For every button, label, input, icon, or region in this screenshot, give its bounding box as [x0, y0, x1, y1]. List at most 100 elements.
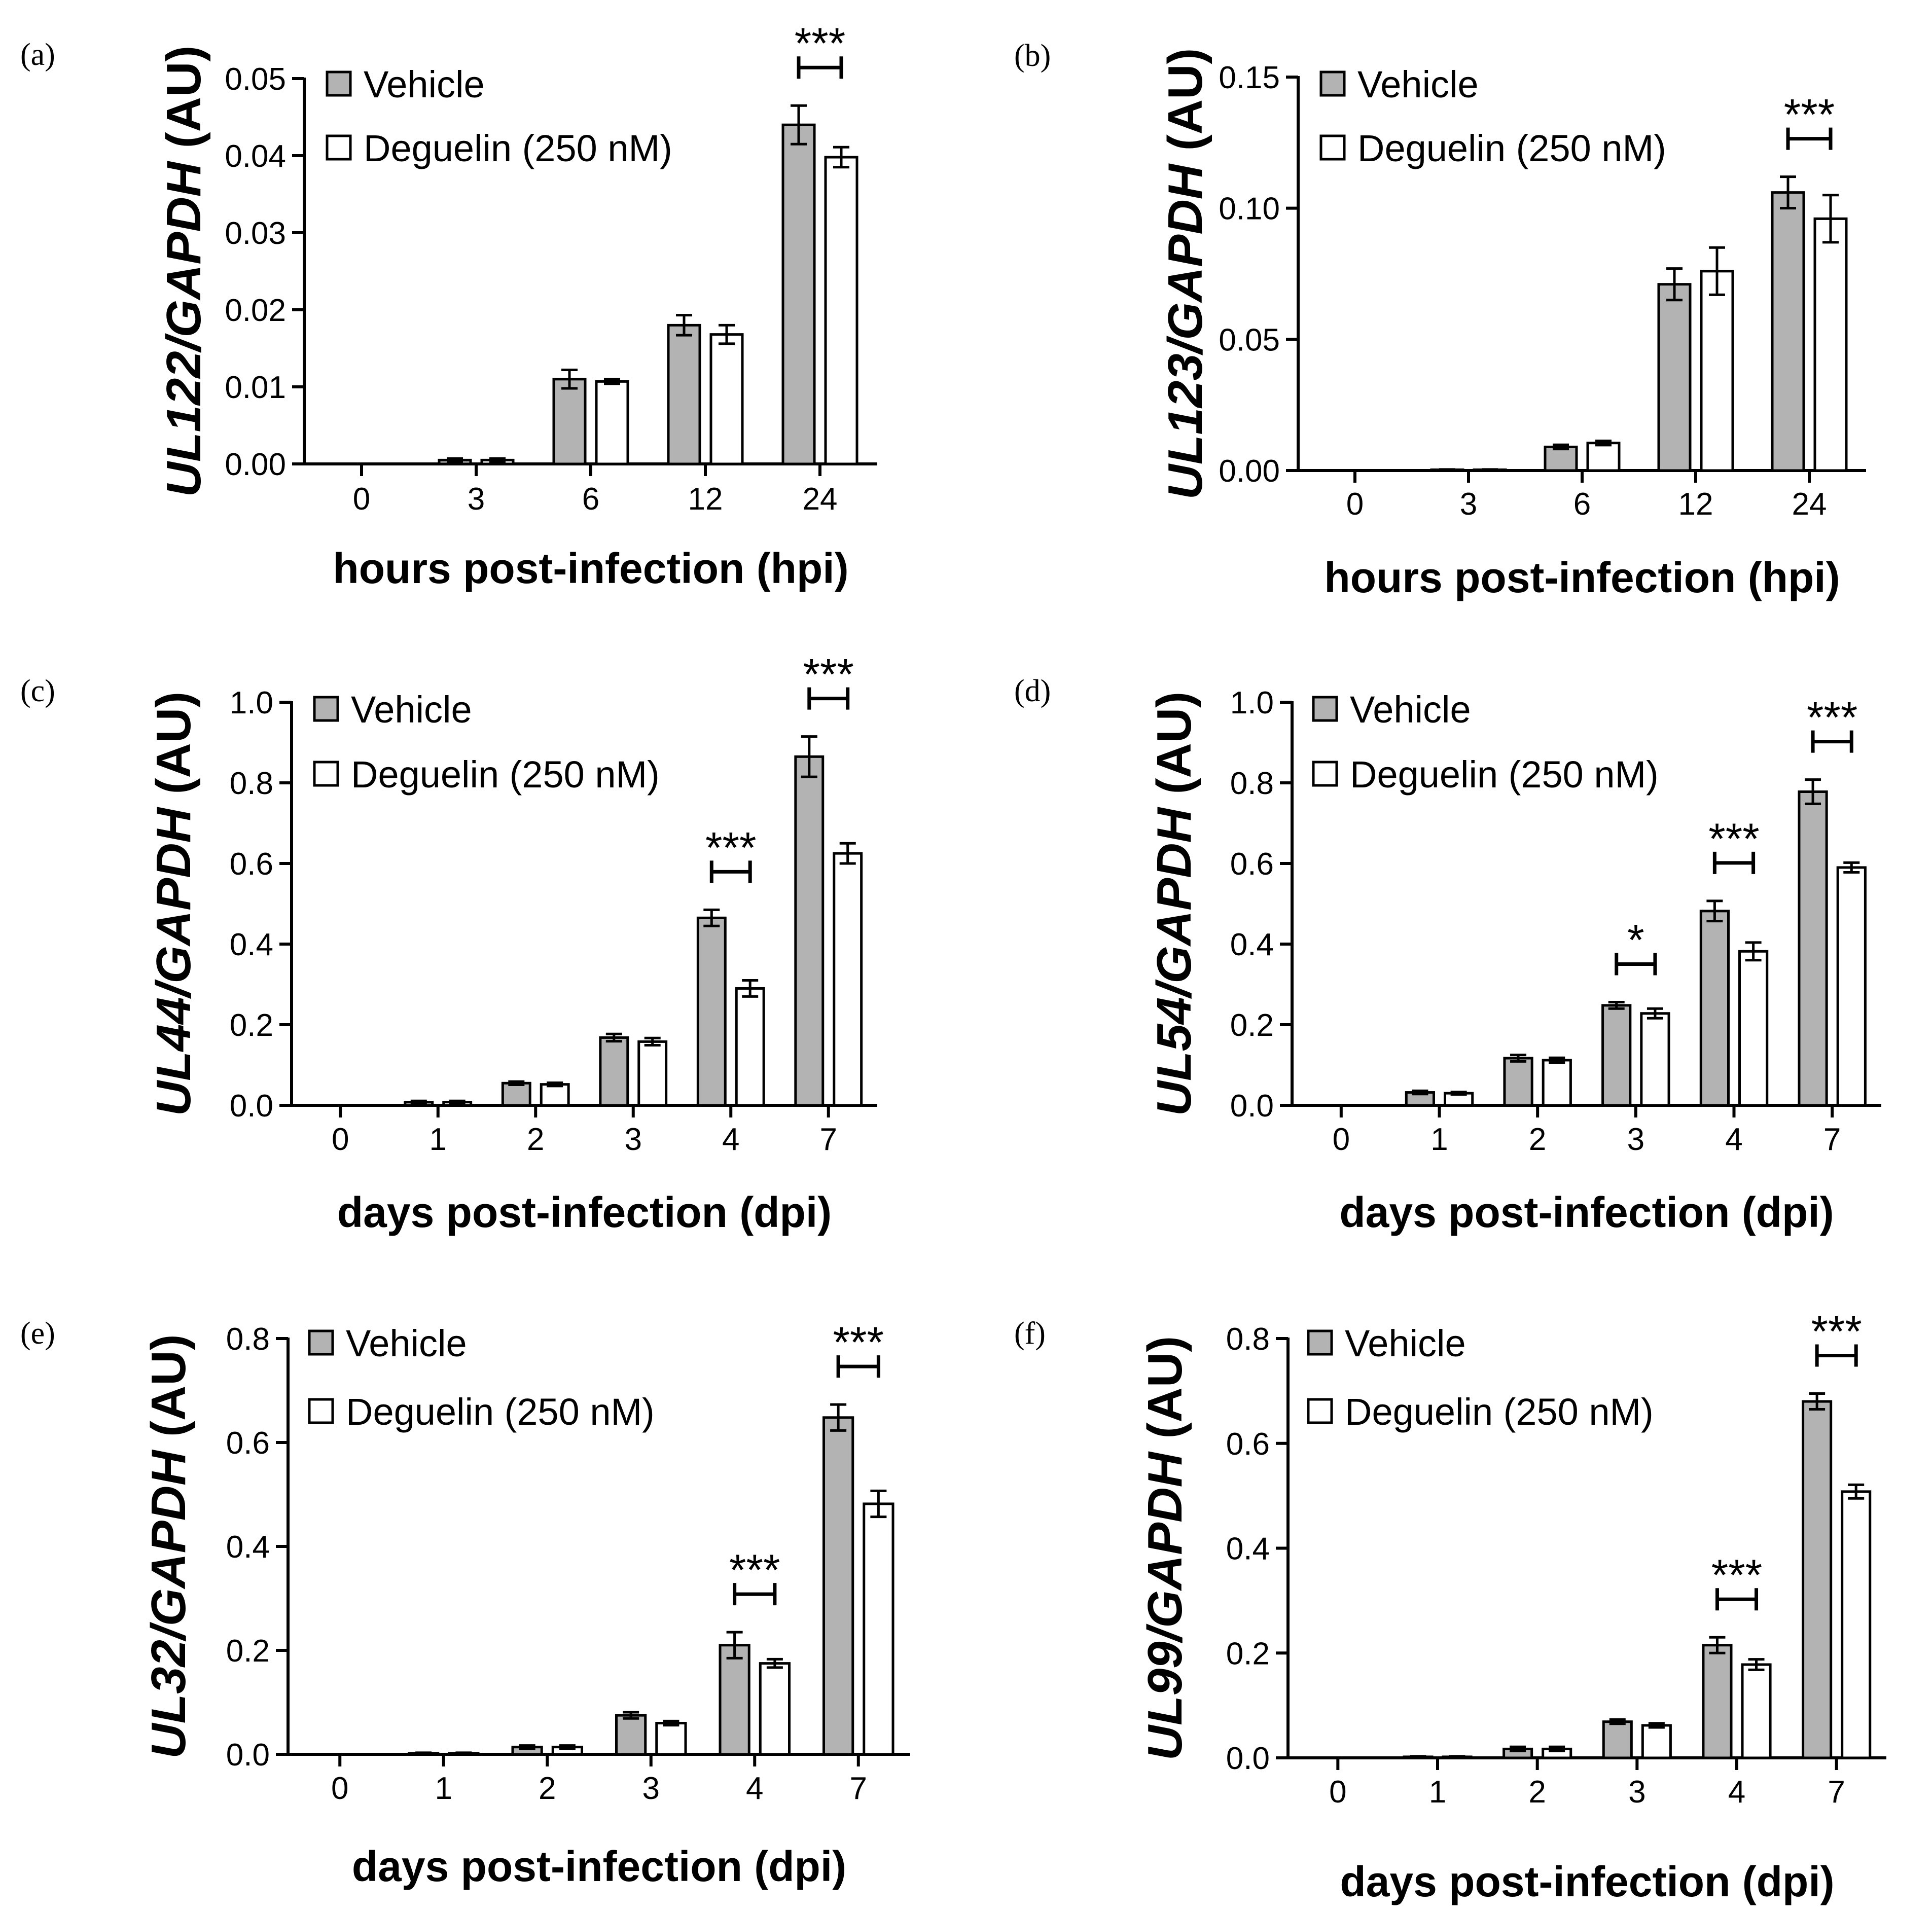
bar-deguelin-2 [540, 1083, 570, 1107]
y-axis-title-space [157, 148, 211, 162]
x-tick-label: 3 [1627, 1122, 1644, 1157]
y-tick-label: 0.2 [230, 1008, 273, 1043]
y-tick-label: 0.8 [1230, 766, 1274, 801]
y-tick-label: 0.4 [1230, 927, 1274, 962]
significance-label: * [1627, 916, 1644, 964]
bar-deguelin-4 [1741, 1663, 1772, 1759]
x-tick-label: 12 [688, 482, 723, 517]
x-axis-title: days post-infection (dpi) [1340, 1858, 1834, 1905]
bar-vehicle-4 [719, 1644, 750, 1756]
significance-label: *** [1807, 694, 1857, 742]
x-tick-label: 1 [1429, 1775, 1446, 1810]
legend: Vehicle Deguelin (250 nM) [1307, 1322, 1654, 1433]
x-tick-label: 7 [1828, 1775, 1845, 1810]
y-tick-label: 0.6 [1230, 847, 1274, 882]
legend-label-vehicle: Vehicle [1345, 1322, 1466, 1364]
bar-vehicle-12 [667, 323, 701, 465]
bar-deguelin-2 [1542, 1059, 1572, 1107]
y-axis-title-space [1158, 151, 1212, 164]
bar-vehicle-7 [822, 1416, 854, 1756]
panel-letter: (e) [20, 1316, 55, 1351]
x-tick-label: 0 [1346, 487, 1364, 522]
significance-label: *** [833, 1318, 884, 1367]
bar-deguelin-12 [1700, 270, 1734, 472]
y-tick-label: 0.00 [1219, 454, 1280, 489]
y-axis-title-unit: (AU) [1147, 692, 1201, 795]
x-tick-label: 7 [850, 1771, 867, 1806]
chart-panel-5: (f) UL99/GAPDH (AU) 0.0 0.2 0.4 0.6 0.8 0 1 2 3 4 7 *… [1014, 1308, 1886, 1905]
significance-label: *** [729, 1546, 780, 1595]
x-tick-label: 0 [1333, 1122, 1350, 1157]
x-tick-label: 3 [1460, 487, 1477, 522]
bar-deguelin-6 [595, 380, 629, 465]
legend-label-vehicle: Vehicle [1350, 689, 1471, 731]
x-axis-title: hours post-infection (hpi) [333, 545, 848, 592]
bar-deguelin-4 [735, 987, 765, 1107]
bar-vehicle-4 [1702, 1644, 1733, 1759]
legend-label-deguelin: Deguelin (250 nM) [1350, 753, 1659, 796]
chart-panel-3: (d) UL54/GAPDH (AU) 0.0 0.2 0.4 0.6 0.8 1.0 0 1 2 3… [1014, 674, 1881, 1236]
x-axis-title: hours post-infection (hpi) [1324, 554, 1840, 601]
bar-vehicle-3 [599, 1036, 629, 1107]
panel-letter: (d) [1014, 674, 1051, 708]
legend-label-vehicle: Vehicle [346, 1322, 467, 1364]
bar-vehicle-3 [1601, 1004, 1632, 1107]
x-tick-label: 4 [1725, 1122, 1742, 1157]
chart-panel-2: (c) UL44/GAPDH (AU) 0.0 0.2 0.4 0.6 0.8 1.0 0 1 2 3… [20, 651, 877, 1236]
bar-vehicle-7 [794, 755, 825, 1107]
x-tick-label: 6 [1573, 487, 1591, 522]
legend: Vehicle Deguelin (250 nM) [313, 689, 660, 796]
y-axis-title-unit: (AU) [147, 692, 201, 795]
y-axis-title: UL122/GAPDH (AU) [157, 46, 211, 497]
y-tick-label: 0.6 [230, 847, 273, 882]
y-tick-label: 1.0 [1230, 686, 1274, 720]
x-tick-label: 2 [1528, 1775, 1546, 1810]
bar-deguelin-7 [863, 1502, 895, 1756]
bar-deguelin-24 [1813, 217, 1848, 472]
significance-label: *** [803, 651, 854, 699]
legend-swatch-vehicle [313, 696, 339, 722]
y-tick-label: 0.8 [226, 1322, 270, 1357]
x-tick-label: 1 [435, 1771, 452, 1806]
y-axis-title-gene: UL44/GAPDH [147, 807, 201, 1116]
legend-label-vehicle: Vehicle [1357, 63, 1479, 105]
y-axis-title-unit: (AU) [1138, 1336, 1192, 1439]
chart-panel-4: (e) UL32/GAPDH (AU) 0.0 0.2 0.4 0.6 0.8 0 1 2 3 4 7 *… [20, 1316, 910, 1890]
y-tick-label: 0.04 [225, 139, 286, 174]
y-tick-label: 0.02 [225, 293, 286, 328]
bar-vehicle-24 [1771, 191, 1805, 472]
y-tick-label: 0.0 [1230, 1089, 1274, 1124]
x-axis-title: days post-infection (dpi) [352, 1843, 846, 1890]
panel-letter: (b) [1014, 39, 1051, 73]
y-tick-label: 0.4 [226, 1530, 270, 1565]
x-tick-label: 0 [1329, 1775, 1346, 1810]
bar-vehicle-3 [615, 1714, 647, 1756]
y-tick-label: 0.4 [1226, 1532, 1270, 1567]
x-tick-label: 24 [1792, 487, 1827, 522]
x-tick-label: 2 [539, 1771, 556, 1806]
chart-panel-0: (a) UL122/GAPDH (AU) 0.00 0.01 0.02 0.03 0.04 0… [20, 19, 877, 592]
x-tick-label: 2 [1529, 1122, 1546, 1157]
y-axis-title-space [147, 794, 201, 808]
y-tick-label: 0.8 [230, 766, 273, 801]
bar-vehicle-4 [696, 916, 727, 1107]
y-tick-label: 0.15 [1219, 60, 1280, 95]
legend-label-vehicle: Vehicle [364, 63, 485, 105]
y-tick-label: 0.05 [225, 62, 286, 97]
legend-swatch-deguelin [313, 761, 339, 787]
y-axis-title-unit: (AU) [157, 46, 211, 149]
legend: Vehicle Deguelin (250 nM) [1312, 689, 1659, 796]
y-tick-label: 0.6 [1226, 1427, 1270, 1462]
bar-deguelin-7 [833, 852, 863, 1107]
legend-swatch-vehicle [308, 1329, 334, 1356]
significance-label: *** [1811, 1308, 1862, 1356]
significance-label: *** [1784, 91, 1835, 139]
y-tick-label: 0.2 [1226, 1636, 1270, 1671]
bar-deguelin-3 [655, 1722, 687, 1756]
x-tick-label: 7 [820, 1122, 837, 1157]
bar-vehicle-6 [552, 378, 587, 465]
bar-vehicle-2 [1503, 1057, 1533, 1107]
bar-deguelin-3 [1640, 1012, 1670, 1107]
legend-swatch-vehicle [1319, 70, 1346, 97]
x-axis-title: days post-infection (dpi) [1339, 1188, 1834, 1236]
